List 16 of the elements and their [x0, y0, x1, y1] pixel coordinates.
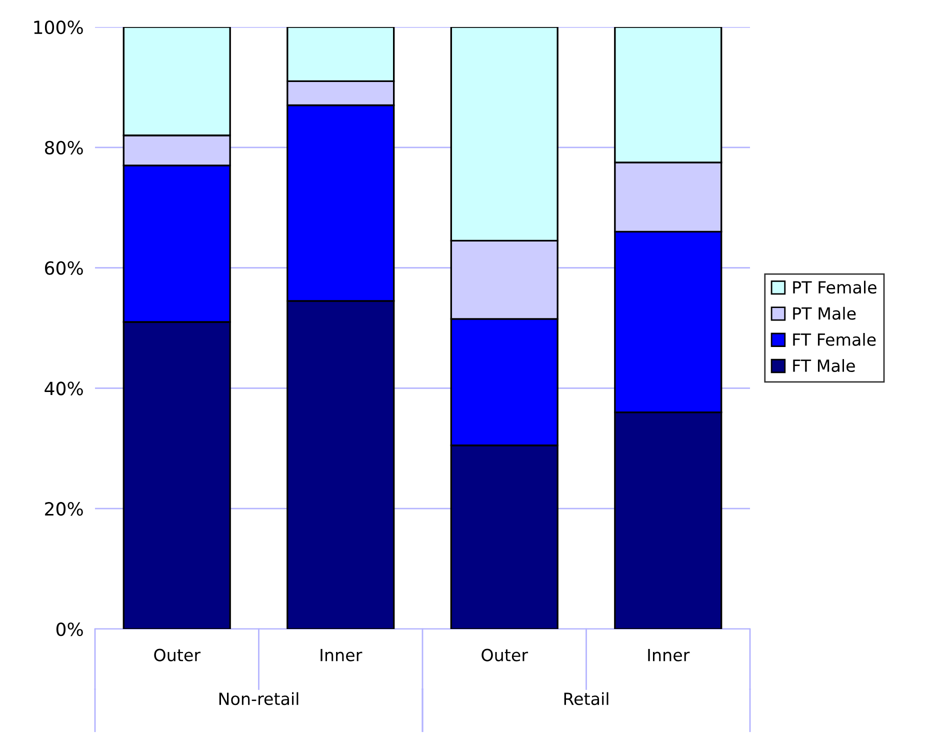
text: Retail — [564, 692, 608, 706]
legend-label: FT Female — [793, 333, 876, 346]
y-tick-label: 80% — [44, 140, 83, 155]
x-tick-label: Inner — [648, 648, 690, 662]
y-tick-label: 100% — [34, 20, 83, 34]
legend-label: PT Male — [793, 306, 856, 320]
legend-label: FT Male — [793, 359, 855, 372]
y-tick-label: 60% — [45, 261, 83, 275]
x-tick-label: Inner — [320, 648, 362, 662]
text: Non-retail — [219, 692, 298, 706]
x-tick-label: Outer — [154, 648, 201, 662]
y-tick-label: 20% — [45, 502, 83, 516]
legend-label: PT Female — [793, 280, 876, 294]
x-tick-label: Outer — [482, 648, 528, 662]
y-tick-label: 0% — [56, 622, 83, 636]
y-tick-label: 40% — [44, 382, 83, 396]
